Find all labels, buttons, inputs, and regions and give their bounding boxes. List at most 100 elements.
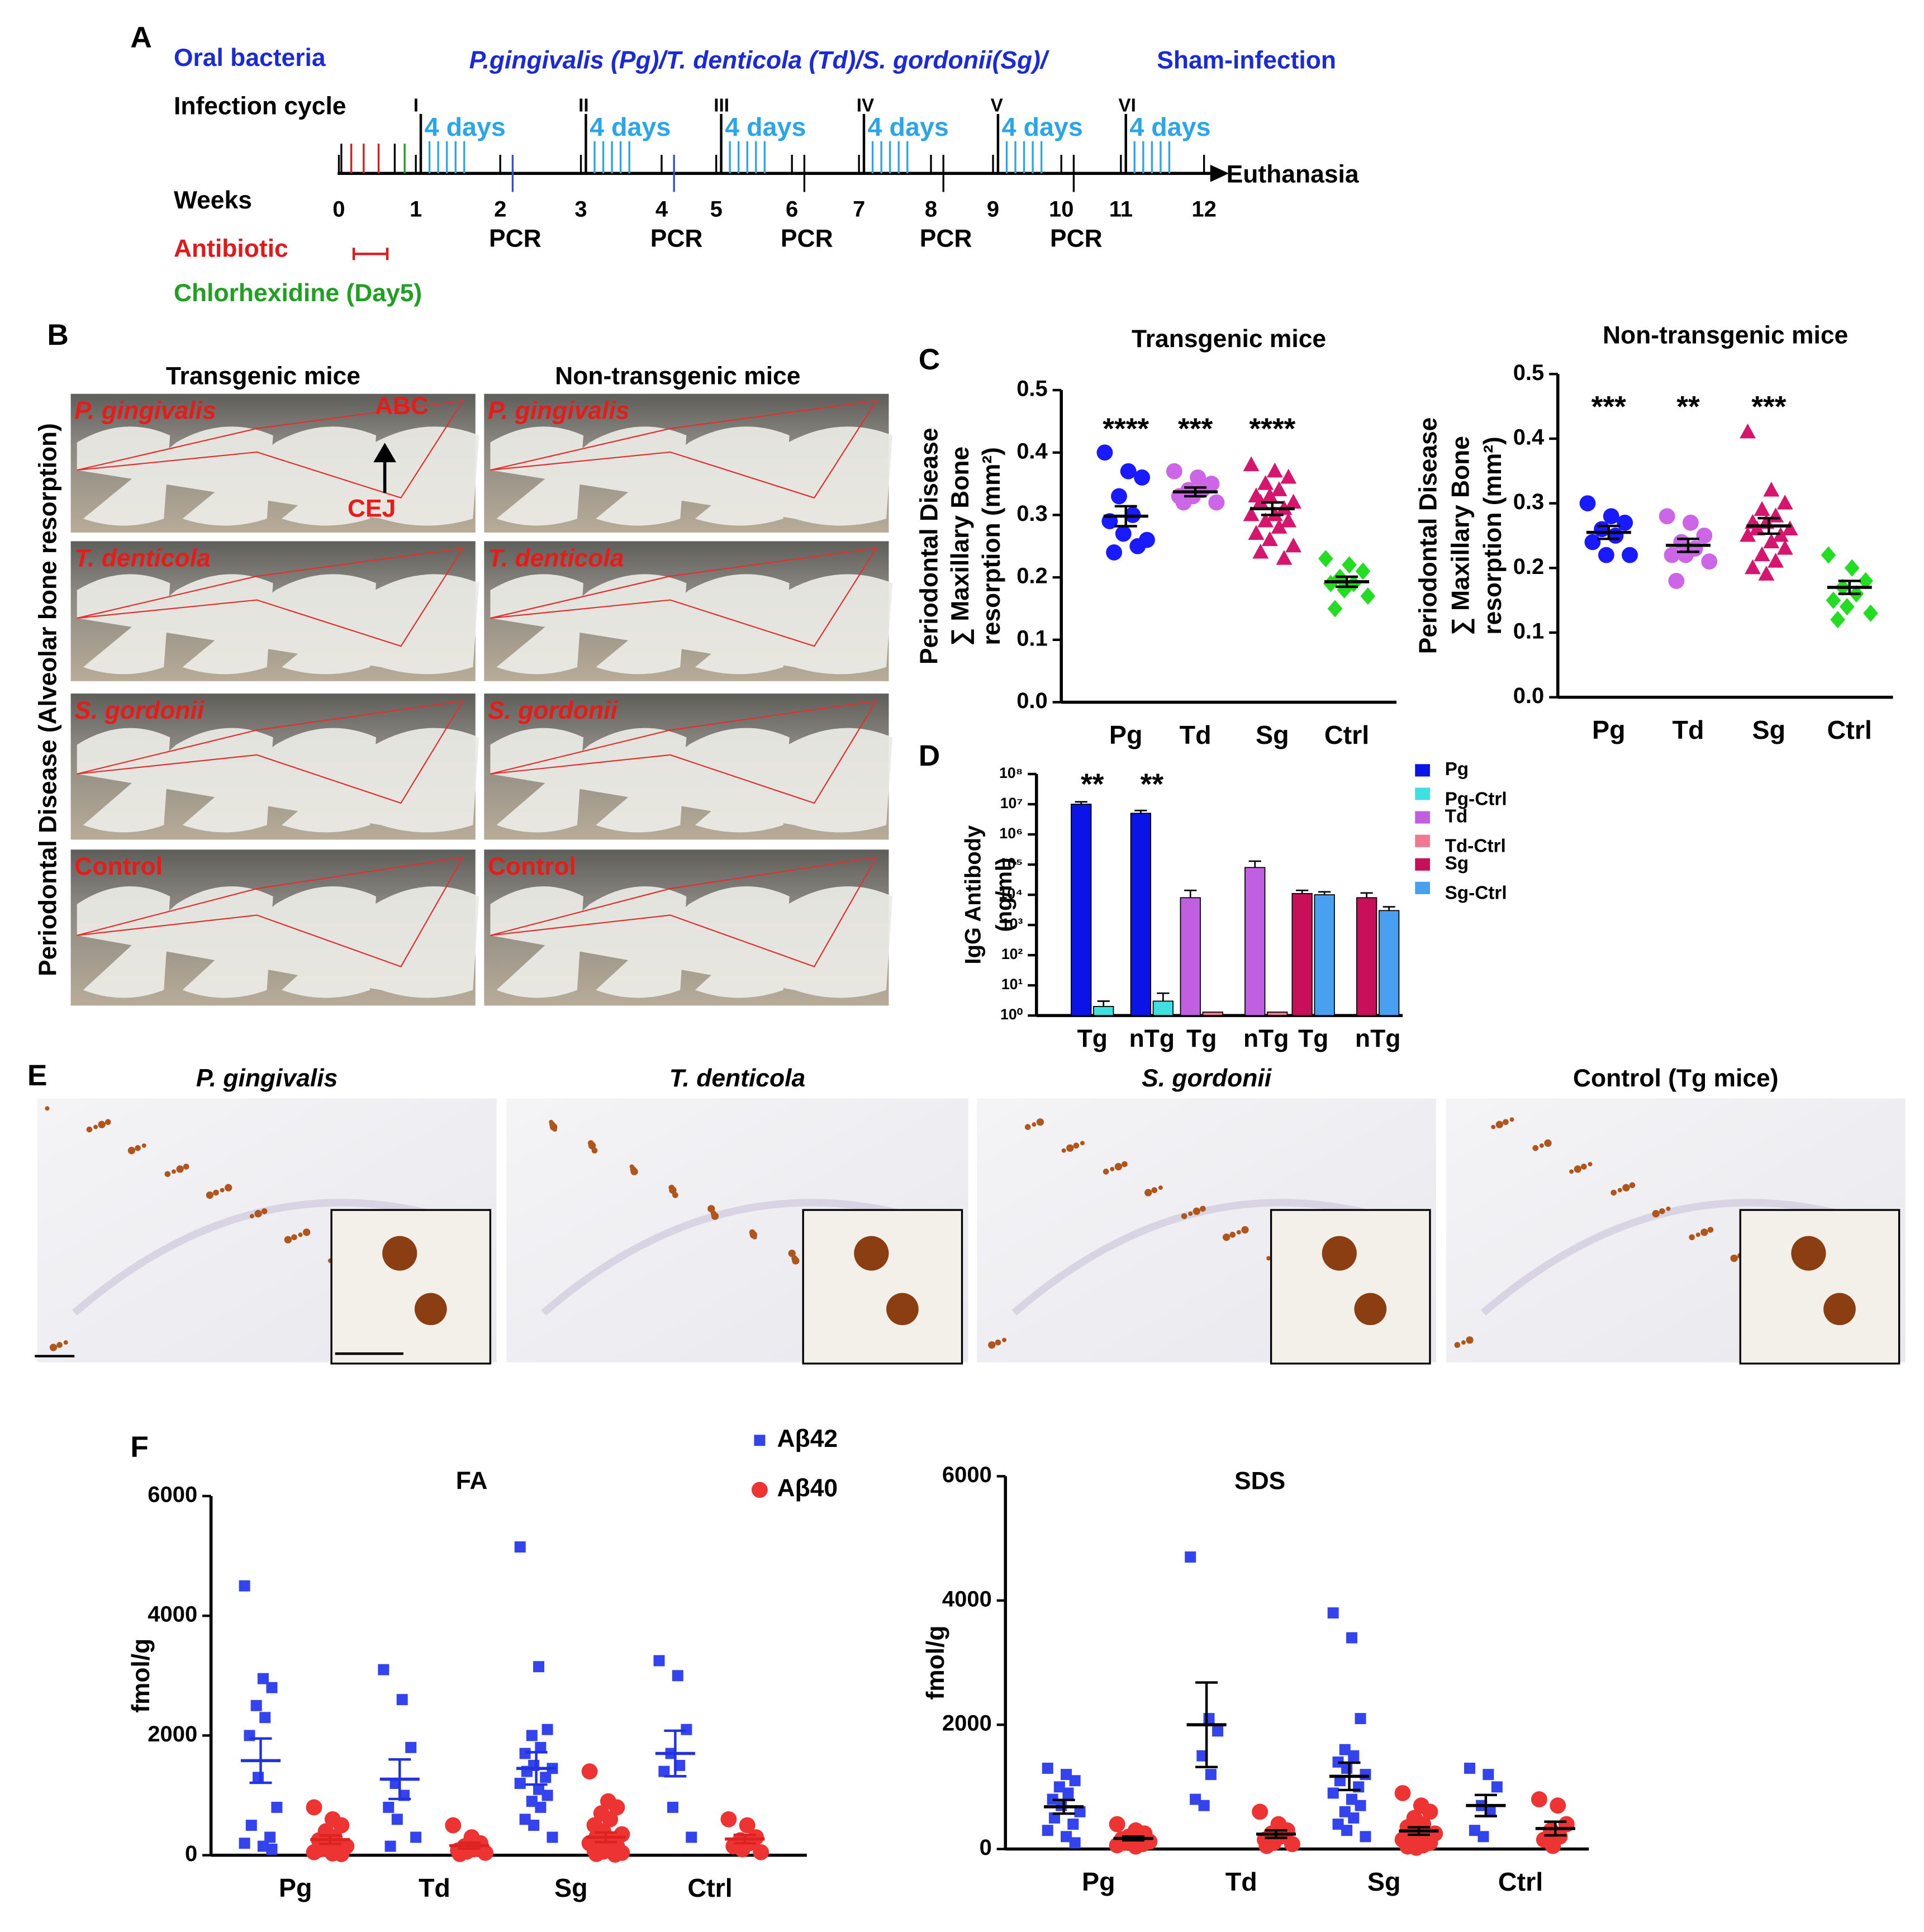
y-tick-label: 0.5 [1513,360,1545,385]
legend-swatch [1415,881,1430,894]
point [1067,1819,1079,1830]
point [526,1796,538,1807]
y-axis-label: ∑ Maxillary Bone [1447,436,1474,635]
point [1248,525,1265,540]
y-tick-label: 0 [185,1841,197,1866]
plaque [629,1164,634,1169]
point [1198,1800,1210,1811]
point [1579,495,1596,511]
bar [1093,1005,1114,1017]
panel-label: B [47,319,68,352]
point [1271,519,1288,534]
row-label: Infection cycle [174,93,346,120]
point [1243,456,1260,472]
point [253,1772,264,1783]
plaque [1461,1340,1466,1345]
point [1129,538,1146,554]
teeth [77,886,479,998]
point [1284,1836,1300,1853]
point [535,1801,547,1813]
x-tick-label: Ctrl [1827,715,1872,744]
legend-swatch [1415,811,1430,824]
plaque [298,1232,303,1237]
point [1258,1838,1275,1854]
plaque [220,1188,225,1193]
section-title: Control (Tg mice) [1573,1065,1779,1092]
x-tick-label: Td [419,1873,450,1902]
point [383,1801,395,1813]
legend-label: Aβ40 [777,1475,838,1502]
panel-label: F [130,1431,149,1464]
point [1464,1763,1476,1774]
plaque [1581,1164,1587,1170]
week-label: 9 [987,197,999,221]
plaque [1539,1143,1544,1148]
plaque [171,1169,176,1174]
legend-label: Td-Ctrl [1445,836,1506,857]
plaque [1024,1124,1031,1130]
plaque-zoom [1791,1236,1826,1271]
plaque [225,1184,232,1192]
point [658,1765,670,1777]
week-label: 1 [410,197,422,221]
error-bar [525,1751,548,1786]
point [1276,550,1293,565]
point [1053,1781,1065,1793]
pcr-label: PCR [781,225,833,253]
error-bar [664,1729,687,1778]
bar [1152,1000,1174,1017]
legend-swatch [1415,858,1430,871]
plaque-zoom [854,1236,889,1271]
point [1061,1769,1072,1781]
point [1128,1838,1144,1855]
point [1261,531,1278,547]
sham: Sham-infection [1157,47,1336,74]
cycle-duration: 4 days [1129,112,1210,141]
plaque [995,1339,1001,1346]
plaque [1454,1342,1461,1348]
point [264,1831,276,1843]
plaque [291,1234,297,1241]
week-label: 11 [1109,197,1133,221]
error-bar [1114,505,1137,528]
plaque [1193,1207,1200,1215]
x-tick-label: Ctrl [1324,720,1369,749]
point [1491,1781,1503,1793]
cycle-label: V [991,95,1003,116]
plaque [135,1145,141,1151]
point [1327,1787,1339,1799]
point [271,1801,283,1813]
point [1776,540,1793,555]
cycle-label: II [578,95,589,116]
point [1478,1831,1489,1843]
point [535,1741,547,1753]
point [306,1844,322,1860]
point [239,1580,250,1592]
strain-label: S. gordonii [488,697,619,724]
plaque [1222,1233,1231,1241]
point [452,1846,468,1862]
plaque [98,1121,106,1128]
error-bar [1838,580,1861,595]
y-tick-label: 0.4 [1513,425,1545,449]
point [1826,591,1841,609]
point [1334,1775,1346,1787]
legend-swatch [1415,764,1430,777]
week-label: 7 [853,197,865,221]
point [1763,481,1780,497]
point [1111,488,1127,505]
y-axis-label: IgG Antibody [961,825,985,965]
point [259,1712,271,1724]
plaque [707,1205,715,1213]
error-bar [1544,1820,1567,1837]
point [306,1799,322,1816]
y-axis-label: resorption (mm²) [1479,436,1507,634]
plaque [1588,1162,1593,1167]
bar [1356,897,1377,1017]
y-tick-label: 0.3 [1513,490,1545,514]
y-tick-label: 0.1 [1513,619,1545,644]
point [1069,1837,1081,1849]
plaque [988,1341,996,1349]
error-bar [1474,1793,1497,1817]
plaque [302,1228,311,1236]
